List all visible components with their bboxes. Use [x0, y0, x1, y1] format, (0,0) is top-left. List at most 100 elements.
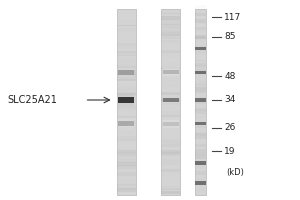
Bar — [195, 68, 206, 69]
Bar — [195, 60, 206, 61]
Bar — [117, 120, 136, 124]
Bar — [195, 98, 206, 102]
Bar — [195, 13, 206, 16]
Bar — [195, 37, 206, 38]
Bar — [118, 119, 134, 129]
Text: 34: 34 — [224, 96, 236, 104]
Bar — [195, 171, 206, 175]
Bar — [161, 144, 181, 147]
Bar — [195, 149, 206, 150]
Bar — [117, 63, 136, 68]
Bar — [195, 50, 206, 53]
Bar — [117, 166, 136, 167]
Bar — [118, 70, 134, 75]
Bar — [195, 90, 206, 93]
Bar — [161, 103, 181, 105]
Bar — [161, 18, 181, 23]
Bar — [161, 66, 181, 71]
Bar — [195, 181, 206, 185]
Bar — [117, 74, 136, 78]
Bar — [195, 110, 206, 114]
Bar — [195, 120, 206, 127]
Bar — [117, 77, 136, 80]
Bar — [161, 154, 181, 155]
Bar — [161, 78, 181, 82]
Bar — [161, 10, 181, 11]
Text: 26: 26 — [224, 123, 236, 132]
Bar — [195, 160, 206, 167]
Bar — [117, 116, 136, 118]
Bar — [117, 152, 136, 157]
Bar — [195, 63, 206, 66]
Bar — [117, 109, 136, 110]
Bar — [161, 23, 181, 25]
Bar — [117, 9, 136, 11]
Bar — [117, 57, 136, 60]
Bar — [195, 22, 206, 24]
Bar — [117, 93, 136, 96]
Bar — [195, 156, 206, 158]
Text: SLC25A21: SLC25A21 — [7, 95, 57, 105]
Bar — [161, 31, 181, 36]
Bar — [117, 180, 136, 181]
Text: 19: 19 — [224, 147, 236, 156]
Bar — [117, 28, 136, 29]
Bar — [161, 94, 181, 97]
Bar — [161, 34, 181, 37]
Bar — [195, 142, 206, 144]
Bar — [195, 9, 206, 195]
Bar — [161, 13, 181, 15]
Bar — [117, 55, 136, 56]
Bar — [195, 144, 206, 147]
Bar — [117, 122, 136, 126]
Bar — [118, 68, 134, 77]
Bar — [117, 127, 136, 129]
Bar — [117, 48, 136, 49]
Bar — [117, 70, 136, 74]
Bar — [117, 187, 136, 188]
Bar — [195, 136, 206, 139]
Bar — [117, 9, 136, 195]
Bar — [161, 97, 181, 101]
Bar — [161, 92, 181, 95]
Bar — [117, 105, 136, 109]
Bar — [117, 131, 136, 135]
Bar — [117, 71, 136, 75]
Bar — [195, 87, 206, 90]
Bar — [117, 164, 136, 169]
Bar — [195, 36, 206, 39]
Bar — [195, 166, 206, 168]
Bar — [117, 71, 136, 76]
Bar — [117, 106, 136, 109]
Text: (kD): (kD) — [226, 168, 244, 177]
Bar — [163, 95, 179, 105]
Bar — [161, 188, 181, 190]
Text: 85: 85 — [224, 32, 236, 41]
Bar — [161, 152, 181, 156]
Bar — [161, 50, 181, 53]
Bar — [161, 150, 181, 154]
Bar — [117, 20, 136, 23]
Bar — [161, 158, 181, 160]
Bar — [163, 122, 179, 126]
Bar — [118, 97, 134, 103]
Bar — [117, 179, 136, 181]
Bar — [195, 99, 206, 103]
Bar — [161, 99, 181, 101]
Bar — [195, 181, 206, 183]
Bar — [117, 79, 136, 81]
Bar — [195, 54, 206, 55]
Bar — [161, 159, 181, 160]
Bar — [117, 150, 136, 153]
Bar — [117, 162, 136, 166]
Bar — [195, 182, 206, 184]
Bar — [195, 126, 206, 128]
Bar — [161, 169, 181, 172]
Bar — [161, 114, 181, 117]
Bar — [161, 32, 181, 36]
Bar — [117, 153, 136, 155]
Bar — [195, 132, 206, 136]
Bar — [163, 68, 179, 76]
Bar — [195, 71, 206, 74]
Bar — [161, 83, 181, 87]
